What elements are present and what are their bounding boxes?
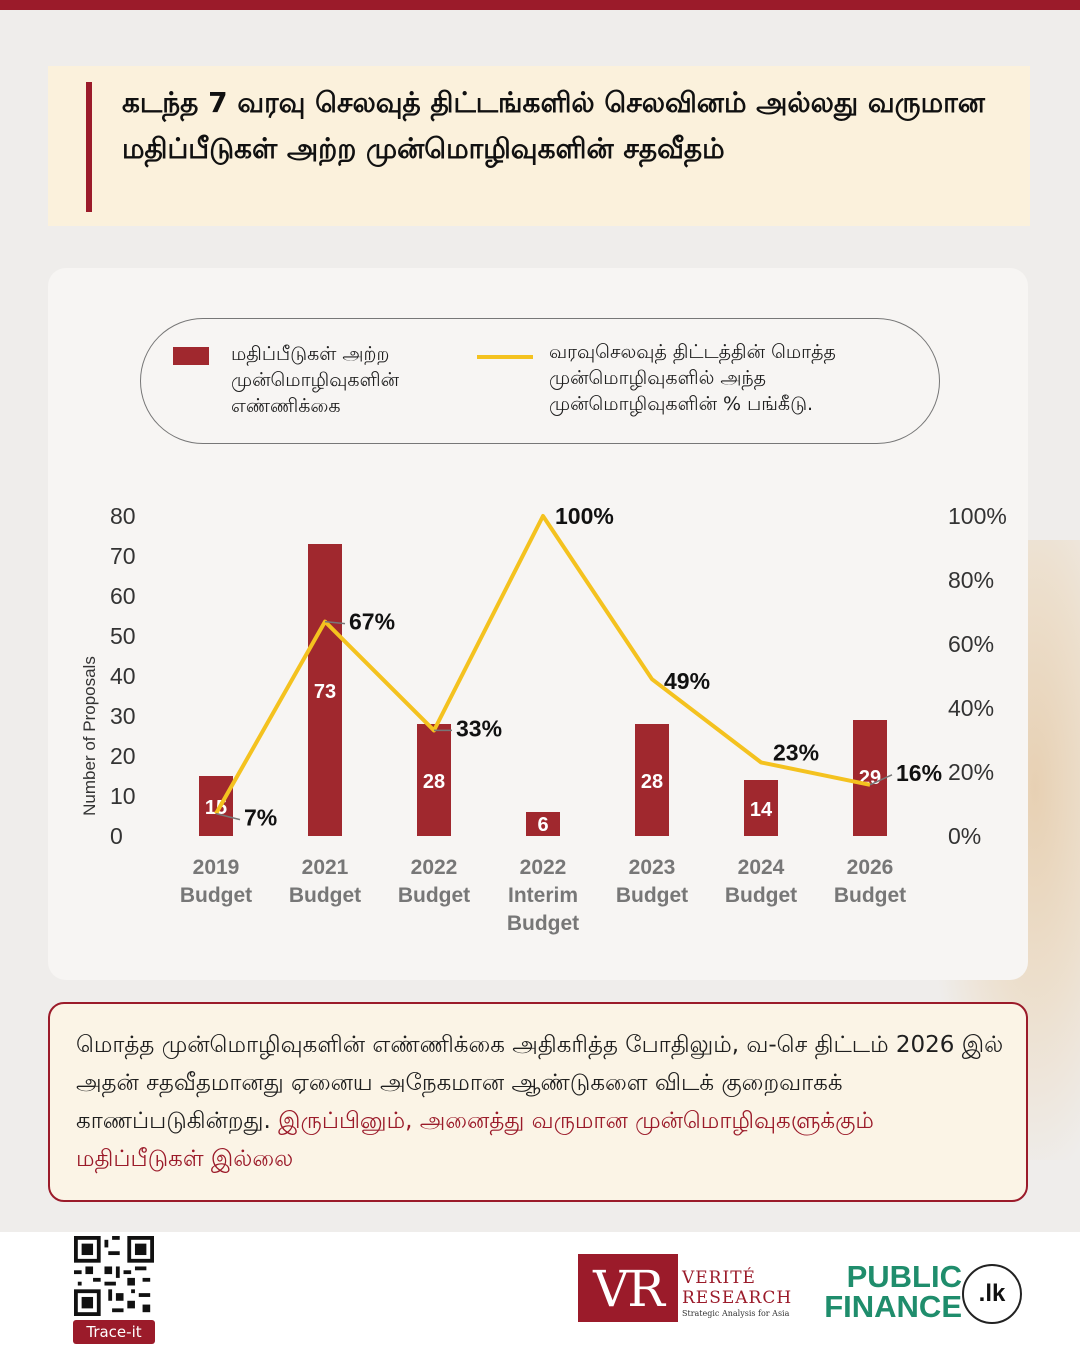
x-tick-label: 2022	[520, 856, 567, 879]
summary-body: மொத்த முன்மொழிவுகளின் எண்ணிக்கை அதிகரித்…	[76, 1032, 1004, 1134]
pf-line-1: PUBLIC	[846, 1259, 962, 1294]
x-tick-label: 2023	[629, 856, 676, 879]
legend-line-label: வரவுசெலவுத் திட்டத்தின் மொத்த முன்மொழிவு…	[549, 341, 836, 415]
bar	[853, 720, 887, 836]
line-value-label: 23%	[773, 739, 819, 765]
y-tick-label: 80	[110, 503, 136, 529]
x-tick-label: Budget	[725, 884, 797, 907]
vr-mark: VR	[593, 1260, 665, 1318]
pf-lk-badge: .lk	[962, 1264, 1022, 1324]
y-tick-label: 50	[110, 623, 136, 649]
verite-research-logo: VR	[578, 1254, 678, 1322]
x-tick-label: Budget	[180, 884, 252, 907]
line-value-label: 100%	[555, 503, 614, 529]
x-tick-label: Budget	[616, 884, 688, 907]
x-tick-label: 2022	[411, 856, 458, 879]
footer	[0, 1232, 1080, 1350]
x-tick-label: Interim	[508, 884, 578, 907]
public-finance-logo: PUBLIC FINANCE	[812, 1259, 962, 1324]
y-tick-label: 70	[110, 543, 136, 569]
y-tick-label: 20	[110, 743, 136, 769]
line-value-label: 49%	[664, 668, 710, 694]
line-value-label: 7%	[244, 805, 277, 831]
summary-text: மொத்த முன்மொழிவுகளின் எண்ணிக்கை அதிகரித்…	[76, 1026, 1006, 1178]
bar	[417, 724, 451, 836]
bar	[308, 544, 342, 836]
legend-bar-swatch	[173, 347, 209, 365]
y-axis-title: Number of Proposals	[80, 656, 99, 816]
x-tick-label: Budget	[834, 884, 906, 907]
bar	[199, 776, 233, 836]
page-title: கடந்த 7 வரவு செலவுத் திட்டங்களில் செலவின…	[122, 86, 985, 165]
bar-value-label: 29	[859, 767, 881, 789]
y2-tick-label: 80%	[948, 567, 994, 593]
y-tick-label: 40	[110, 663, 136, 689]
vr-word-2: RESEARCH	[682, 1288, 793, 1308]
y-tick-label: 30	[110, 703, 136, 729]
line-label-leader	[324, 620, 346, 625]
line-label-leader	[869, 774, 893, 786]
trace-it-button[interactable]: Trace-it	[73, 1320, 155, 1344]
y2-tick-label: 0%	[948, 823, 981, 849]
y2-tick-label: 60%	[948, 631, 994, 657]
combo-chart: 0 10 20 30 40 50 60 70 80 0% 20% 40% 60% 80% 100% Numbe…	[80, 503, 1007, 935]
top-accent-bar	[0, 0, 1080, 10]
bar-value-label: 28	[423, 771, 445, 793]
pf-line-2: FINANCE	[824, 1289, 962, 1324]
summary-box: மொத்த முன்மொழிவுகளின் எண்ணிக்கை அதிகரித்…	[48, 1002, 1028, 1202]
legend-line-swatch	[477, 355, 533, 359]
line-value-label: 16%	[896, 760, 942, 786]
summary-highlight: இருப்பினும், அனைத்து வருமான முன்மொழிவுகள…	[76, 1108, 874, 1172]
bar	[526, 812, 560, 836]
bar	[635, 724, 669, 836]
x-tick-label: 2024	[738, 856, 785, 879]
bar-value-label: 14	[750, 799, 773, 821]
verite-research-wordmark: VERITÉ RESEARCH Strategic Analysis for A…	[682, 1268, 792, 1320]
bar-value-label: 28	[641, 771, 663, 793]
y2-tick-label: 100%	[948, 503, 1007, 529]
y-tick-label: 0	[110, 823, 123, 849]
x-tick-label: Budget	[289, 884, 361, 907]
y2-tick-label: 20%	[948, 759, 994, 785]
legend-bar-label: மதிப்பீடுகள் அற்ற முன்மொழிவுகளின் எண்ணிக…	[231, 343, 399, 417]
vr-word-1: VERITÉ	[682, 1268, 756, 1288]
x-tick-label: Budget	[507, 912, 579, 935]
line-label-leader	[215, 812, 241, 821]
x-tick-label: 2026	[847, 856, 894, 879]
y-tick-label: 60	[110, 583, 136, 609]
x-tick-label: 2019	[193, 856, 240, 879]
y-tick-label: 10	[110, 783, 136, 809]
x-tick-label: Budget	[398, 884, 470, 907]
title-box: கடந்த 7 வரவு செலவுத் திட்டங்களில் செலவின…	[48, 66, 1030, 226]
title-accent-bar	[86, 82, 92, 212]
bar-value-label: 6	[537, 814, 548, 836]
vr-tagline: Strategic Analysis for Asia	[682, 1309, 790, 1318]
bar-value-label: 73	[314, 681, 336, 703]
x-tick-label: 2021	[302, 856, 349, 879]
line-value-label: 67%	[349, 609, 395, 635]
chart-legend: மதிப்பீடுகள் அற்ற முன்மொழிவுகளின் எண்ணிக…	[140, 318, 940, 444]
qr-code-icon[interactable]	[74, 1236, 154, 1316]
bar	[744, 780, 778, 836]
y2-tick-label: 40%	[948, 695, 994, 721]
line-value-label: 33%	[456, 715, 502, 741]
